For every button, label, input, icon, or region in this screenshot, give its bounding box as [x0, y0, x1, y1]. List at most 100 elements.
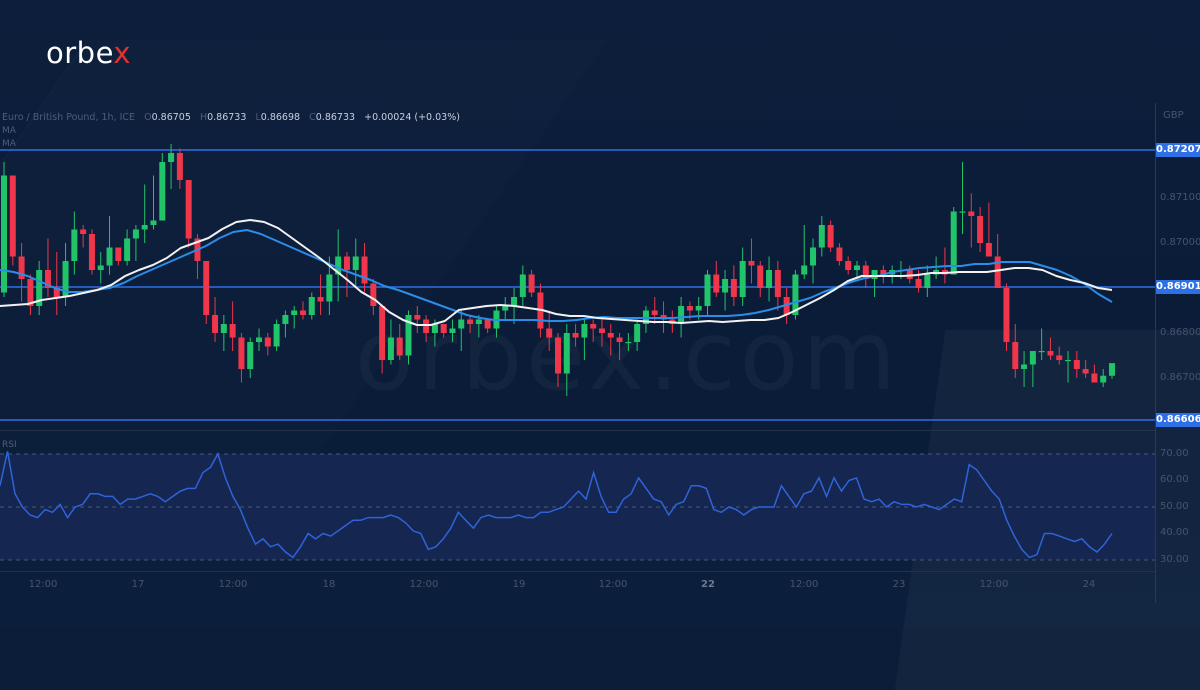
candle-body [880, 270, 887, 275]
candle-body [343, 256, 350, 270]
candle-body [1082, 369, 1089, 374]
time-axis-separator [0, 571, 1155, 572]
candle-body [361, 256, 368, 284]
symbol-title: Euro / British Pound, 1h, ICE [2, 112, 136, 123]
candle-body [871, 270, 878, 279]
change-value: +0.00024 (+0.03%) [364, 112, 460, 123]
rsi-tick-label: 60.00 [1160, 474, 1189, 485]
price-axis-border [1155, 103, 1156, 603]
candle-body [379, 306, 386, 360]
candle-body [431, 324, 438, 333]
pane-separator[interactable] [0, 430, 1155, 431]
candle-body [1047, 351, 1054, 356]
candle-body [563, 333, 570, 374]
candle-body [590, 324, 597, 329]
candle-body [423, 319, 430, 333]
time-tick-label: 17 [131, 579, 145, 590]
level-price-badge: 0.87207 [1156, 143, 1200, 157]
candle-body [722, 279, 729, 293]
rsi-tick-label: 30.00 [1160, 554, 1189, 565]
candle-body [906, 270, 913, 279]
time-tick-label: 18 [322, 579, 336, 590]
candle-body [801, 265, 808, 275]
time-tick-label: 12:00 [598, 579, 628, 590]
candle-body [414, 315, 421, 320]
candle-body [985, 243, 992, 257]
candle-body [994, 256, 1001, 288]
candle-body [783, 297, 790, 315]
level-price-badge: 0.86606 [1156, 413, 1200, 427]
candle-body [853, 265, 860, 270]
candle-body [1056, 355, 1063, 360]
candle-body [862, 265, 869, 279]
time-tick-label: 12:00 [218, 579, 248, 590]
candle-body [915, 279, 922, 288]
level-price-badge: 0.86901 [1156, 280, 1200, 294]
candle-body [71, 229, 78, 261]
candle-body [18, 256, 25, 279]
time-tick-label: 12:00 [979, 579, 1009, 590]
candle-body [704, 274, 711, 306]
ma-slow-label[interactable]: MA [2, 139, 16, 149]
candle-body [282, 315, 289, 324]
candle-body [625, 342, 632, 344]
candle-body [299, 310, 306, 315]
candle-body [124, 238, 131, 261]
candle-body [634, 324, 641, 342]
ma-slow-line [0, 229, 1113, 322]
candle-body [1021, 364, 1028, 369]
candle-body [572, 333, 579, 338]
candle-body [458, 319, 465, 329]
candle-body [581, 324, 588, 338]
candle-body [150, 220, 157, 225]
candle-body [256, 337, 263, 342]
price-chart[interactable] [0, 0, 1155, 627]
candle-body [387, 337, 394, 360]
candle-body [686, 306, 693, 311]
candle-body [80, 229, 87, 234]
time-tick-label: 12:00 [28, 579, 58, 590]
orbex-logo: orbex [46, 36, 132, 70]
candle-body [1073, 360, 1080, 369]
candle-body [308, 297, 315, 315]
candle-body [1029, 351, 1036, 365]
candle-body [168, 153, 175, 162]
candle-body [924, 274, 931, 288]
candle-body [159, 162, 166, 221]
candle-body [511, 297, 518, 306]
candle-body [695, 306, 702, 311]
candle-body [36, 270, 43, 306]
candle-body [97, 265, 104, 270]
price-tick-label: 0.86800 [1160, 327, 1200, 338]
candle-body [959, 211, 966, 213]
candle-body [651, 310, 658, 315]
candle-body [739, 261, 746, 297]
candle-body [53, 288, 60, 297]
candle-body [115, 247, 122, 261]
candle-body [273, 324, 280, 347]
ma-fast-label[interactable]: MA [2, 126, 16, 136]
candle-body [774, 270, 781, 297]
candle-body [519, 274, 526, 297]
candle-body [467, 319, 474, 324]
candle-body [370, 283, 377, 306]
low-value: 0.86698 [260, 112, 301, 123]
candle-body [678, 306, 685, 324]
candle-body [1109, 363, 1115, 376]
candle-body [810, 247, 817, 266]
rsi-line [0, 451, 1113, 559]
candle-body [27, 279, 34, 306]
time-tick-label: 24 [1082, 579, 1096, 590]
candle-body [950, 211, 957, 275]
candle-body [968, 211, 975, 216]
chart-legend: Euro / British Pound, 1h, ICE O0.86705 H… [2, 112, 460, 123]
candle-body [247, 342, 254, 369]
candle-body [220, 324, 227, 333]
candle-body [845, 261, 852, 270]
candle-body [1012, 342, 1019, 369]
candle-body [484, 319, 491, 329]
candle-body [212, 315, 219, 333]
candle-body [88, 234, 95, 270]
candle-body [555, 337, 561, 374]
candle-body [827, 225, 834, 248]
